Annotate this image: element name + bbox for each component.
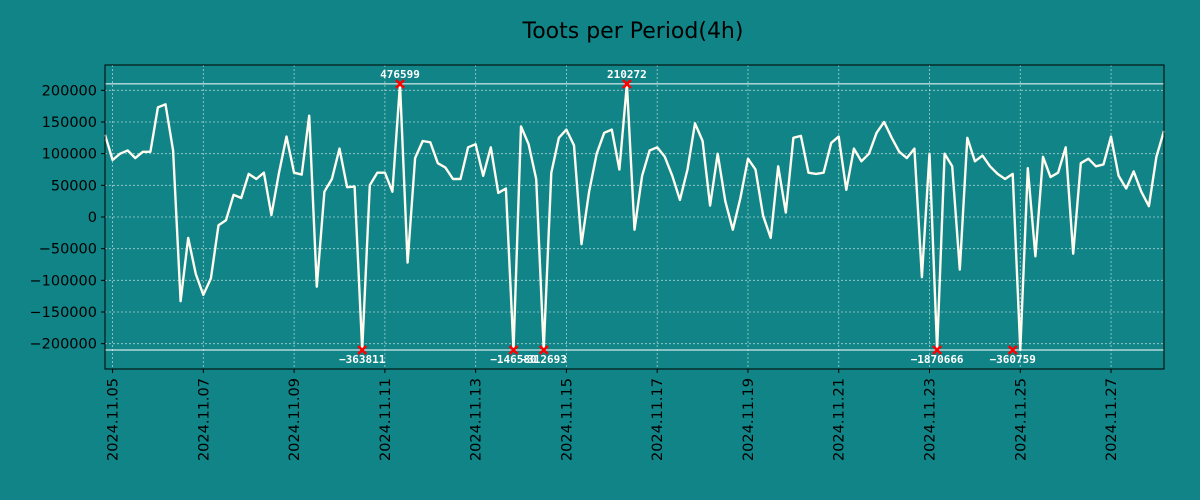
- y-tick-label: 0: [88, 210, 97, 226]
- peak-label: −312693: [521, 353, 567, 366]
- peak-label: −1870666: [911, 353, 964, 366]
- peak-marker: [932, 345, 942, 355]
- peak-label: 210272: [607, 68, 647, 81]
- peak-marker: [538, 345, 549, 355]
- x-tick-label: 2024.11.07: [196, 378, 212, 461]
- y-tick-label: −50000: [39, 242, 97, 258]
- x-tick-label: 2024.11.11: [378, 378, 394, 461]
- y-tick-label: 200000: [42, 83, 97, 99]
- peak-marker: [357, 345, 368, 355]
- clip-lines: [105, 83, 1164, 351]
- y-tick-label: 100000: [42, 147, 97, 163]
- x-tick-label: 2024.11.17: [650, 378, 666, 461]
- peak-marker: [395, 79, 405, 89]
- grid: [105, 65, 1164, 369]
- peak-marker: [1007, 345, 1018, 355]
- y-tick-label: 150000: [42, 115, 97, 131]
- y-tick-label: −200000: [29, 337, 97, 353]
- y-axis: 200000 150000 100000 50000 0 −50000 −100000 −15…: [29, 83, 105, 353]
- peak-marker: [622, 79, 632, 89]
- series-line-toots: [103, 82, 1166, 352]
- peak-label: −363811: [339, 353, 386, 366]
- peak-marker: [508, 345, 519, 355]
- x-tick-label: 2024.11.05: [106, 378, 122, 461]
- x-tick-label: 2024.11.09: [287, 378, 303, 461]
- x-tick-label: 2024.11.25: [1013, 378, 1029, 461]
- y-tick-label: −100000: [29, 273, 97, 289]
- x-tick-label: 2024.11.13: [469, 378, 485, 461]
- chart-title: Toots per Period(4h): [522, 19, 744, 44]
- y-tick-label: −150000: [29, 305, 97, 321]
- x-tick-label: 2024.11.23: [923, 378, 939, 461]
- peak-label: −360759: [990, 353, 1036, 366]
- x-tick-label: 2024.11.27: [1104, 378, 1120, 461]
- y-tick-label: 50000: [51, 178, 97, 194]
- x-tick-label: 2024.11.21: [832, 378, 848, 461]
- peak-label: −146580: [490, 353, 536, 366]
- series-layer: [103, 82, 1166, 352]
- peak-label: 476599: [380, 68, 420, 81]
- peak-markers: 476599 210272 −363811 −146580−312693 −187066…: [339, 68, 1036, 366]
- x-tick-label: 2024.11.19: [741, 378, 757, 461]
- x-axis: 2024.11.05 2024.11.07 2024.11.09 2024.11.11…: [106, 369, 1120, 461]
- x-tick-label: 2024.11.15: [559, 378, 575, 461]
